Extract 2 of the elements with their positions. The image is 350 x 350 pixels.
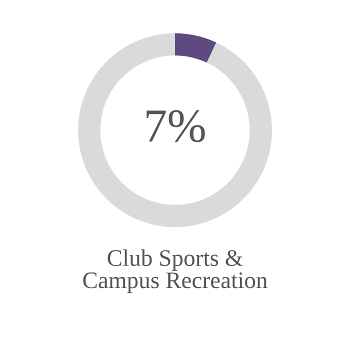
data-label: 7% <box>146 110 205 142</box>
text: Club Sports & Campus Recreation <box>83 249 268 294</box>
